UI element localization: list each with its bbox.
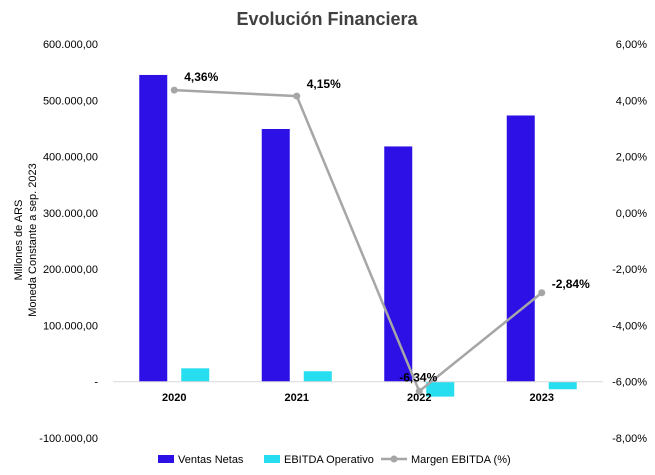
bar-ebitda-operativo [181, 368, 210, 382]
category-label: 2023 [530, 392, 554, 404]
chart-title: Evolución Financiera [236, 9, 418, 29]
y-axis-label-line-1: Millones de ARS [13, 200, 25, 281]
left-tick-label: 600.000,00 [43, 39, 98, 51]
bar-ventas-netas [506, 115, 535, 382]
left-axis-ticks: -100.000,00-100.000,00200.000,00300.000,… [39, 39, 98, 445]
right-axis-ticks: -8,00% -6,00% -4,00% -2,00% 0,00% 2,00% 4,00% 6… [612, 39, 647, 445]
right-tick-label: 0,00% [616, 208, 647, 220]
category-labels: 2020 2021 2022 2023 [162, 392, 554, 404]
line-series: 4,36% 4,15% -6,34% -2,84% [170, 70, 590, 395]
legend-label-ventas-netas: Ventas Netas [178, 454, 244, 466]
margin-point [538, 289, 546, 297]
margin-data-label: 4,15% [307, 77, 341, 91]
margin-point [293, 92, 301, 100]
right-tick-label: -4,00% [612, 320, 647, 332]
category-label: 2021 [285, 392, 309, 404]
margin-data-label: 4,36% [184, 70, 218, 84]
left-tick-label: - [94, 377, 98, 389]
bar-series [139, 74, 577, 397]
left-tick-label: 400.000,00 [43, 152, 98, 164]
legend-label-ebitda-operativo: EBITDA Operativo [284, 454, 374, 466]
right-tick-label: 6,00% [616, 39, 647, 51]
left-tick-label: 100.000,00 [43, 320, 98, 332]
y-axis-label-line-2: Moneda Constante a sep. 2023 [27, 163, 39, 317]
bar-ventas-netas [139, 74, 168, 382]
left-tick-label: -100.000,00 [39, 433, 98, 445]
category-label: 2020 [162, 392, 186, 404]
margin-point [415, 387, 423, 395]
left-tick-label: 200.000,00 [43, 264, 98, 276]
left-tick-label: 300.000,00 [43, 208, 98, 220]
left-tick-label: 500.000,00 [43, 95, 98, 107]
right-tick-label: -2,00% [612, 264, 647, 276]
margin-point [170, 86, 178, 94]
margin-line [174, 88, 543, 394]
right-tick-label: -8,00% [612, 433, 647, 445]
right-tick-label: 4,00% [616, 95, 647, 107]
legend: Ventas Netas EBITDA Operativo Margen EBITD… [158, 454, 511, 466]
margin-data-label: -6,34% [399, 370, 437, 384]
bar-ebitda-operativo [548, 381, 577, 390]
right-tick-label: 2,00% [616, 152, 647, 164]
legend-marker-margen-ebitda- [390, 455, 398, 463]
bar-ebitda-operativo [426, 381, 455, 397]
legend-swatch-ebitda-operativo [264, 455, 280, 463]
margin-data-label: -2,84% [552, 277, 590, 291]
category-label: 2022 [407, 392, 431, 404]
legend-swatch-ventas-netas [158, 455, 174, 463]
bar-ventas-netas [384, 146, 413, 382]
bar-ebitda-operativo [303, 371, 332, 382]
legend-label-margen-ebitda-: Margen EBITDA (%) [411, 454, 511, 466]
bar-ventas-netas [261, 128, 290, 382]
right-tick-label: -6,00% [612, 377, 647, 389]
